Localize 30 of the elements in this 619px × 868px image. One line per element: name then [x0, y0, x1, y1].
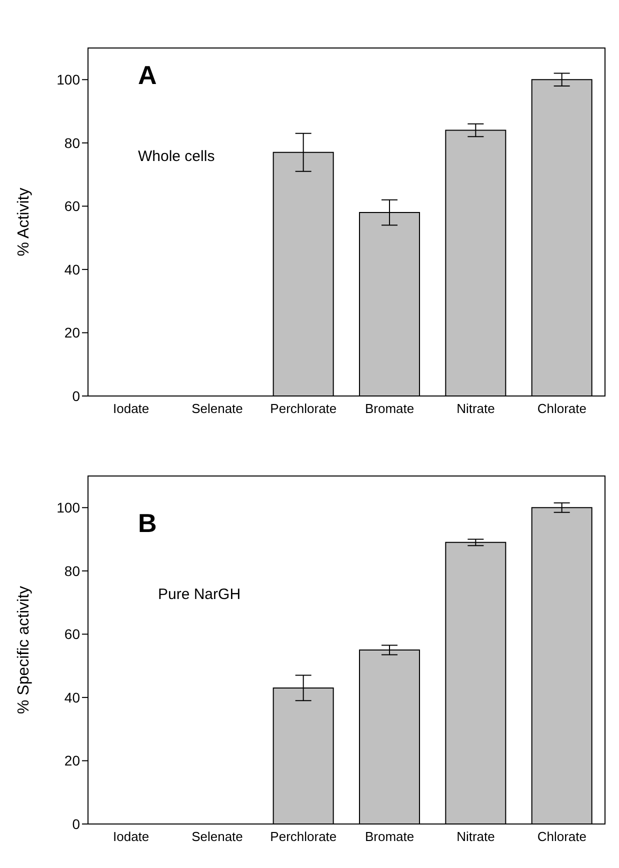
- y-axis-title: % Specific activity: [16, 586, 33, 714]
- y-tick-label: 80: [64, 134, 80, 151]
- y-tick-label: 0: [72, 388, 80, 404]
- x-tick-label: Bromate: [365, 829, 414, 844]
- y-tick-label: 60: [64, 626, 80, 642]
- y-tick-label: 20: [64, 324, 80, 341]
- text: B: [138, 508, 157, 539]
- x-tick-label: Bromate: [365, 401, 414, 416]
- x-tick-label: Perchlorate: [270, 401, 337, 416]
- x-tick-label: Nitrate: [456, 401, 495, 416]
- y-tick-label: 100: [56, 500, 80, 516]
- x-tick-label: Chlorate: [537, 401, 586, 416]
- x-tick-label: Selenate: [192, 401, 243, 416]
- x-tick-label: Nitrate: [456, 829, 495, 844]
- y-tick-label: 40: [64, 261, 80, 278]
- x-tick-label: Perchlorate: [270, 829, 337, 844]
- y-tick-label: 100: [56, 72, 80, 88]
- y-tick-label: 20: [64, 752, 80, 769]
- y-tick-label: 80: [64, 562, 80, 579]
- y-tick-label: 40: [64, 689, 80, 706]
- x-tick-label: Chlorate: [537, 829, 586, 844]
- x-tick-label: Iodate: [113, 829, 150, 844]
- y-axis-title: % Activity: [16, 188, 33, 256]
- x-tick-label: Iodate: [113, 401, 150, 416]
- annotation: Whole cells: [138, 148, 215, 165]
- text: A: [138, 60, 157, 91]
- y-tick-label: 0: [72, 816, 80, 832]
- x-tick-label: Selenate: [192, 829, 243, 844]
- y-tick-label: 60: [64, 198, 80, 214]
- annotation: Pure NarGH: [158, 586, 241, 603]
